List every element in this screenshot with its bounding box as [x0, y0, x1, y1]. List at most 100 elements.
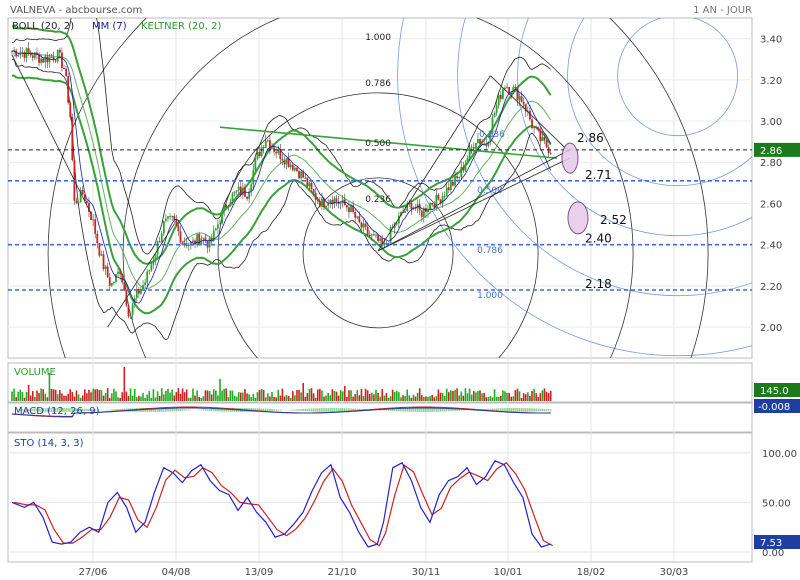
- candle-body: [179, 231, 182, 243]
- macd-last-value: -0.008: [758, 402, 790, 413]
- volume-bar: [518, 391, 521, 401]
- macd-histogram-bar: [431, 408, 433, 412]
- candle-body: [248, 191, 251, 199]
- candle-body: [50, 56, 53, 58]
- candle-body: [214, 228, 217, 231]
- macd-histogram-bar: [443, 408, 446, 412]
- macd-histogram-bar: [279, 409, 282, 411]
- volume-bar: [441, 392, 444, 401]
- keltner-middle: [11, 50, 552, 290]
- volume-bar: [350, 390, 352, 401]
- volume-bar: [541, 390, 544, 401]
- volume-bar: [279, 395, 282, 401]
- macd-histogram-bar: [32, 408, 34, 412]
- volume-bar: [366, 390, 369, 401]
- candle-body: [169, 215, 171, 217]
- volume-bar: [373, 394, 375, 401]
- indicator-legend-label: BOLL (20, 2): [12, 21, 74, 32]
- volume-bar: [200, 397, 203, 401]
- sto-title: STO (14, 3, 3): [14, 438, 84, 449]
- candle-body: [348, 207, 350, 213]
- volume-bar: [462, 395, 465, 401]
- candle-body: [462, 167, 465, 171]
- candle-body: [516, 87, 519, 101]
- macd-histogram-bar: [277, 409, 280, 411]
- candle-body: [279, 149, 282, 159]
- volume-bar: [27, 385, 30, 401]
- date-label: 27/06: [79, 567, 108, 578]
- volume-bar: [240, 392, 242, 401]
- candle-body: [368, 234, 371, 236]
- volume-bar: [56, 394, 59, 401]
- candle-body: [177, 225, 180, 232]
- candle-body: [144, 282, 147, 286]
- trend-line: [377, 75, 491, 252]
- volume-bar: [125, 391, 128, 401]
- macd-histogram-bar: [516, 408, 519, 412]
- candle-body: [360, 222, 363, 228]
- volume-bar: [254, 397, 257, 401]
- macd-histogram-bar: [59, 408, 61, 412]
- candle-body: [264, 140, 267, 148]
- fib-arc-label: 0.786: [365, 79, 391, 89]
- candle-body: [520, 96, 523, 102]
- price-plot: [11, 18, 752, 358]
- indicator-legend-label: MM (7): [92, 21, 127, 32]
- sto-badge: [754, 535, 800, 549]
- macd-histogram-bar: [462, 409, 465, 411]
- candle-body: [150, 264, 153, 271]
- candle-body: [543, 136, 546, 141]
- volume-bar: [391, 389, 394, 401]
- candle-body: [289, 164, 292, 167]
- volume-bar: [344, 386, 346, 401]
- macd-histogram-bar: [221, 408, 223, 412]
- volume-bar: [29, 395, 32, 401]
- volume-bar: [190, 397, 192, 401]
- macd-histogram-bar: [300, 409, 302, 411]
- sto-d-line: [13, 462, 553, 547]
- candle-body: [308, 182, 311, 187]
- level-label: 2.86: [577, 131, 604, 145]
- candle-body: [377, 234, 379, 241]
- price-tick-label: 3.20: [760, 76, 782, 87]
- candle-body: [387, 243, 390, 245]
- candle-body: [198, 234, 201, 244]
- volume-bar: [54, 389, 57, 401]
- volume-bar: [96, 389, 99, 401]
- volume-bar: [431, 394, 433, 401]
- volume-bar: [165, 390, 167, 401]
- macd-histogram-bar: [429, 408, 431, 412]
- volume-bar: [113, 388, 115, 401]
- volume-bar: [115, 391, 117, 401]
- volume-bar: [321, 390, 323, 401]
- volume-bar: [158, 395, 161, 401]
- macd-histogram-bar: [294, 409, 296, 411]
- candle-body: [117, 271, 119, 274]
- volume-bar: [61, 393, 63, 401]
- candle-body: [364, 223, 367, 227]
- candle-body: [437, 194, 440, 200]
- volume-bar: [479, 390, 481, 401]
- candle-body: [158, 241, 161, 243]
- volume-bar: [38, 393, 40, 401]
- candle-body: [529, 110, 531, 120]
- volume-bar: [194, 395, 196, 401]
- volume-bar: [294, 395, 296, 401]
- candle-body: [260, 147, 263, 157]
- macd-histogram-bar: [495, 408, 498, 412]
- candle-body: [406, 203, 409, 212]
- macd-histogram-bar: [208, 409, 211, 411]
- candle-body: [418, 204, 421, 211]
- date-label: 21/10: [328, 567, 357, 578]
- macd-histogram-bar: [491, 408, 494, 412]
- macd-histogram-bar: [456, 409, 458, 411]
- date-label: 04/08: [162, 567, 191, 578]
- candle-body: [17, 54, 20, 57]
- macd-histogram-bar: [63, 408, 65, 412]
- volume-bar: [40, 388, 42, 401]
- volume-bar: [173, 395, 176, 401]
- macd-histogram-bar: [40, 408, 42, 412]
- candle-body: [250, 184, 253, 192]
- candle-body: [356, 216, 359, 218]
- volume-bar: [84, 389, 86, 401]
